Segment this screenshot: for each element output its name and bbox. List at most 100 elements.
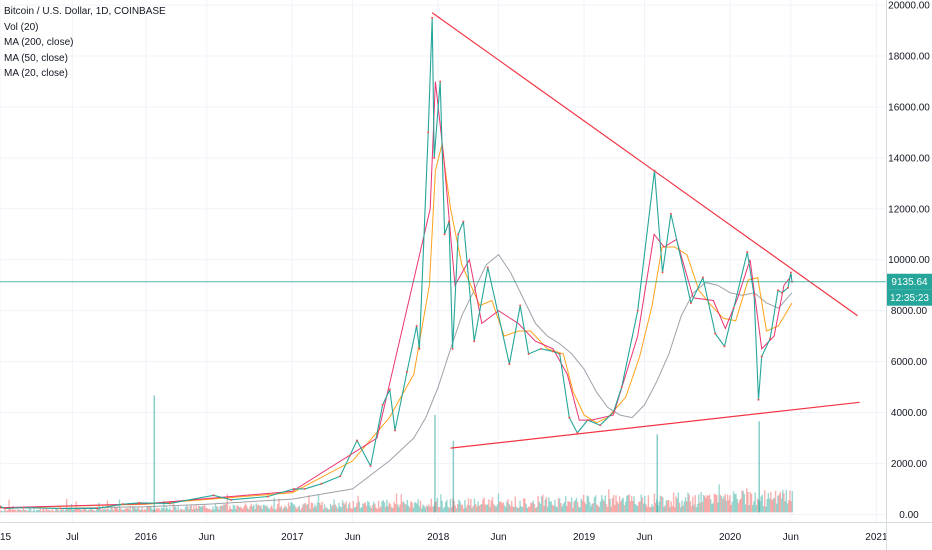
volume-bar — [158, 508, 160, 513]
volume-bar — [103, 509, 105, 513]
volume-bar — [310, 502, 313, 513]
volume-bar — [400, 494, 403, 513]
price-point — [612, 411, 615, 414]
volume-bar — [422, 504, 424, 513]
price-point — [576, 431, 579, 434]
volume-bar — [371, 504, 374, 513]
volume-bar — [195, 504, 197, 513]
price-point — [599, 424, 602, 427]
volume-bar — [786, 503, 789, 513]
volume-bar — [280, 505, 283, 513]
volume-bar — [760, 496, 762, 513]
volume-bar — [479, 504, 482, 513]
volume-bar — [238, 507, 241, 513]
volume-bar — [642, 503, 645, 513]
volume-bar — [0, 510, 2, 513]
price-point — [369, 464, 372, 467]
volume-bar — [532, 500, 534, 513]
volume-bar — [744, 504, 747, 513]
volume-bar — [199, 506, 201, 513]
price-point — [320, 482, 323, 485]
legend-item-ma-20[interactable]: MA (20, close) — [4, 68, 68, 79]
legend-item-ma-50[interactable]: MA (50, close) — [4, 52, 68, 64]
volume-bar — [558, 498, 561, 513]
volume-bar — [341, 500, 344, 513]
volume-bar — [726, 494, 729, 513]
volume-bar — [728, 500, 730, 513]
volume-bar — [115, 506, 117, 513]
volume-bar — [367, 500, 369, 513]
volume-bar — [212, 506, 214, 513]
volume-bar — [39, 508, 41, 513]
volume-bar — [545, 497, 548, 513]
volume-bar — [616, 501, 618, 513]
price-point — [462, 220, 465, 223]
volume-bar — [509, 506, 512, 513]
volume-bar — [189, 505, 191, 513]
price-point — [443, 233, 446, 236]
volume-bar — [488, 499, 490, 513]
volume-bar — [575, 497, 578, 513]
volume-bar — [699, 502, 701, 513]
volume-bar — [142, 510, 145, 513]
volume-bar — [471, 508, 473, 513]
volume-bar — [269, 506, 272, 513]
price-point — [757, 398, 760, 401]
volume-bar — [756, 498, 759, 513]
volume-bar — [293, 504, 296, 513]
volume-bar — [539, 503, 542, 513]
price-point — [427, 131, 430, 134]
volume-bar — [597, 505, 599, 513]
volume-bar — [160, 507, 163, 513]
volume-bar — [659, 495, 662, 513]
price-point — [22, 506, 25, 509]
volume-bar — [472, 505, 474, 513]
volume-bar — [605, 503, 608, 513]
volume-bar — [297, 506, 299, 513]
volume-bar — [123, 509, 125, 513]
volume-bar — [124, 508, 127, 513]
volume-bar — [686, 501, 688, 513]
price-point — [433, 156, 436, 159]
volume-bar — [508, 503, 510, 513]
price-point — [266, 495, 269, 498]
volume-bar — [514, 496, 516, 513]
volume-bar — [694, 495, 696, 513]
x-tick-label: Jun — [636, 532, 652, 543]
volume-bar — [254, 509, 256, 513]
volume-bar — [343, 502, 345, 513]
volume-bar — [62, 507, 64, 513]
chart-title[interactable]: Bitcoin / U.S. Dollar, 1D, COINBASE — [4, 6, 166, 17]
volume-bar — [322, 509, 325, 513]
volume-bar — [127, 507, 129, 513]
y-tick-label: 0.00 — [899, 510, 919, 521]
volume-bar — [122, 509, 124, 513]
volume-bar — [626, 495, 628, 513]
volume-bar — [338, 502, 340, 513]
countdown-badge — [887, 289, 932, 306]
volume-bar — [194, 508, 196, 513]
legend-item-volume[interactable]: Vol (20) — [4, 21, 39, 33]
volume-bar — [256, 505, 259, 513]
volume-bar — [16, 509, 19, 513]
volume-bar — [23, 510, 26, 513]
volume-bar — [201, 505, 203, 513]
volume-bar — [2, 511, 4, 513]
volume-bar — [10, 510, 13, 513]
volume-bar — [33, 509, 35, 513]
legend-item-ma-200[interactable]: MA (200, close) — [4, 37, 74, 48]
price-point — [787, 286, 790, 289]
volume-bar — [305, 504, 308, 513]
volume-bar — [125, 508, 128, 513]
price-point — [230, 498, 233, 501]
volume-bar — [283, 507, 285, 513]
price-point — [732, 307, 735, 310]
price-point — [701, 276, 704, 279]
volume-bar — [507, 499, 509, 513]
volume-bar — [449, 499, 452, 513]
volume-bar — [170, 510, 172, 513]
volume-bar — [116, 506, 118, 513]
volume-bar — [151, 508, 153, 513]
price-point — [96, 507, 99, 510]
